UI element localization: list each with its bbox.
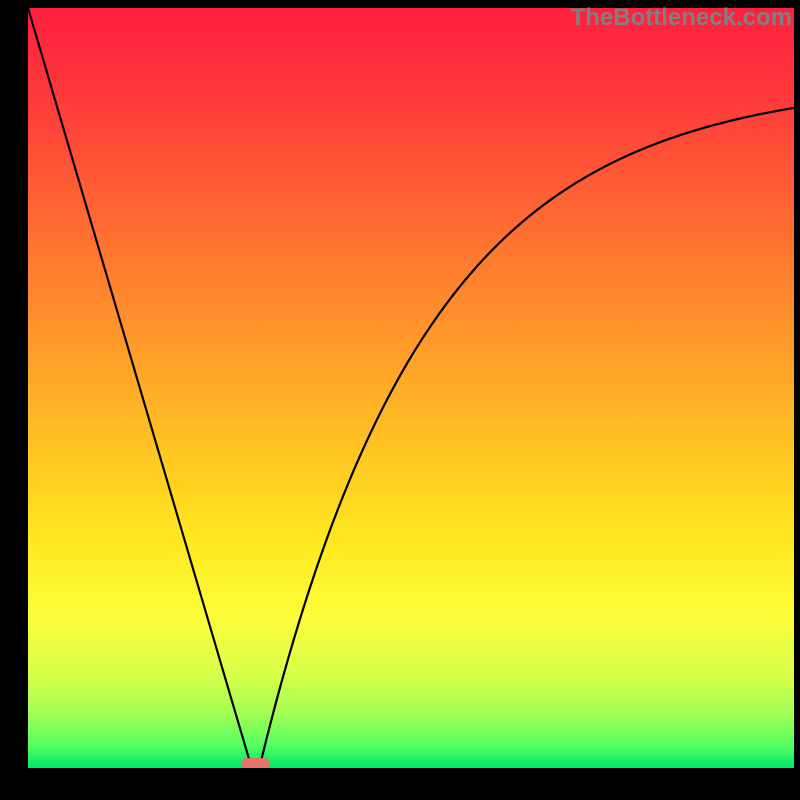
- optimum-marker: [241, 758, 269, 769]
- bottleneck-curve: [28, 8, 794, 768]
- chart-frame: TheBottleneck.com: [0, 0, 800, 800]
- chart-svg: [0, 0, 800, 800]
- watermark-text: TheBottleneck.com: [571, 4, 792, 32]
- curve-group: [28, 8, 794, 769]
